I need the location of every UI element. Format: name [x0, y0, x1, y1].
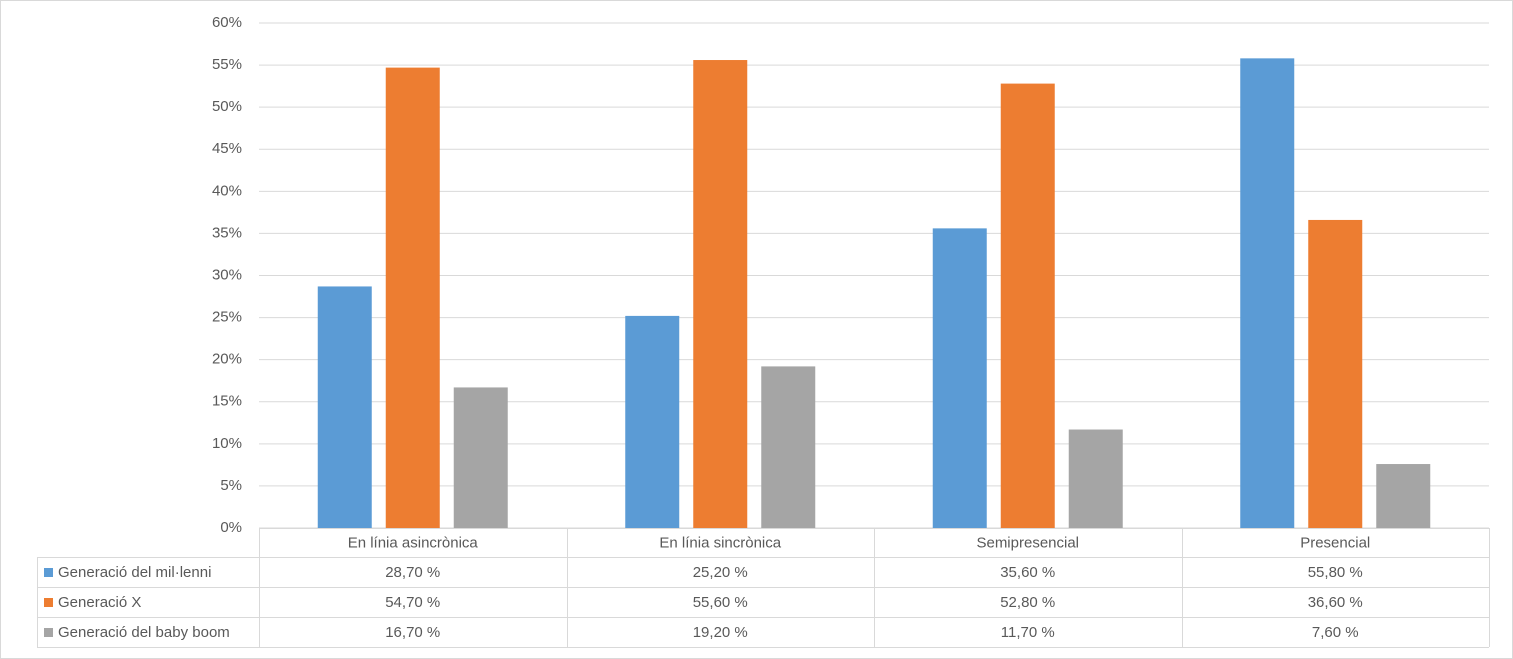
table-cell: 36,60 %	[1308, 594, 1363, 611]
bar	[453, 387, 508, 528]
table-cell: 16,70 %	[385, 624, 440, 641]
y-tick-label: 35%	[212, 224, 242, 241]
table-cell: 25,20 %	[693, 564, 748, 581]
table-cell: 35,60 %	[1000, 564, 1055, 581]
table-cell: 28,70 %	[385, 564, 440, 581]
legend-label: Generació del baby boom	[58, 624, 230, 641]
legend-label: Generació del mil·lenni	[58, 564, 211, 581]
bar	[693, 60, 748, 529]
y-tick-label: 50%	[212, 98, 242, 115]
y-tick-label: 5%	[220, 477, 242, 494]
legend-swatch	[44, 568, 53, 577]
bar	[1000, 83, 1055, 528]
legend-swatch	[44, 628, 53, 637]
legend-swatch	[44, 598, 53, 607]
table-cell: 55,60 %	[693, 594, 748, 611]
y-tick-label: 10%	[212, 435, 242, 452]
y-tick-label: 25%	[212, 309, 242, 326]
y-tick-label: 60%	[212, 14, 242, 31]
table-cell: 19,20 %	[693, 624, 748, 641]
table-cell: 11,70 %	[1001, 624, 1055, 641]
bar	[625, 315, 680, 528]
x-tick-label: En línia sincrònica	[659, 534, 781, 551]
bar	[761, 366, 816, 528]
table-cell: 52,80 %	[1000, 594, 1055, 611]
table-cell: 55,80 %	[1308, 564, 1363, 581]
bar	[317, 286, 372, 528]
bar	[1308, 219, 1363, 528]
x-tick-label: En línia asincrònica	[348, 534, 479, 551]
y-tick-label: 20%	[212, 351, 242, 368]
y-tick-label: 55%	[212, 56, 242, 73]
y-tick-label: 30%	[212, 266, 242, 283]
bar	[385, 67, 440, 528]
bar	[932, 228, 987, 528]
bar	[1068, 429, 1123, 528]
x-tick-label: Presencial	[1300, 534, 1370, 551]
y-tick-label: 45%	[212, 140, 242, 157]
table-cell: 54,70 %	[385, 594, 440, 611]
bar	[1240, 58, 1295, 528]
bar	[1376, 464, 1431, 528]
table-cell: 7,60 %	[1312, 624, 1359, 641]
y-tick-label: 40%	[212, 182, 242, 199]
legend-label: Generació X	[58, 594, 141, 611]
x-tick-label: Semipresencial	[976, 534, 1079, 551]
y-tick-label: 15%	[212, 393, 242, 410]
y-tick-label: 0%	[220, 519, 242, 536]
